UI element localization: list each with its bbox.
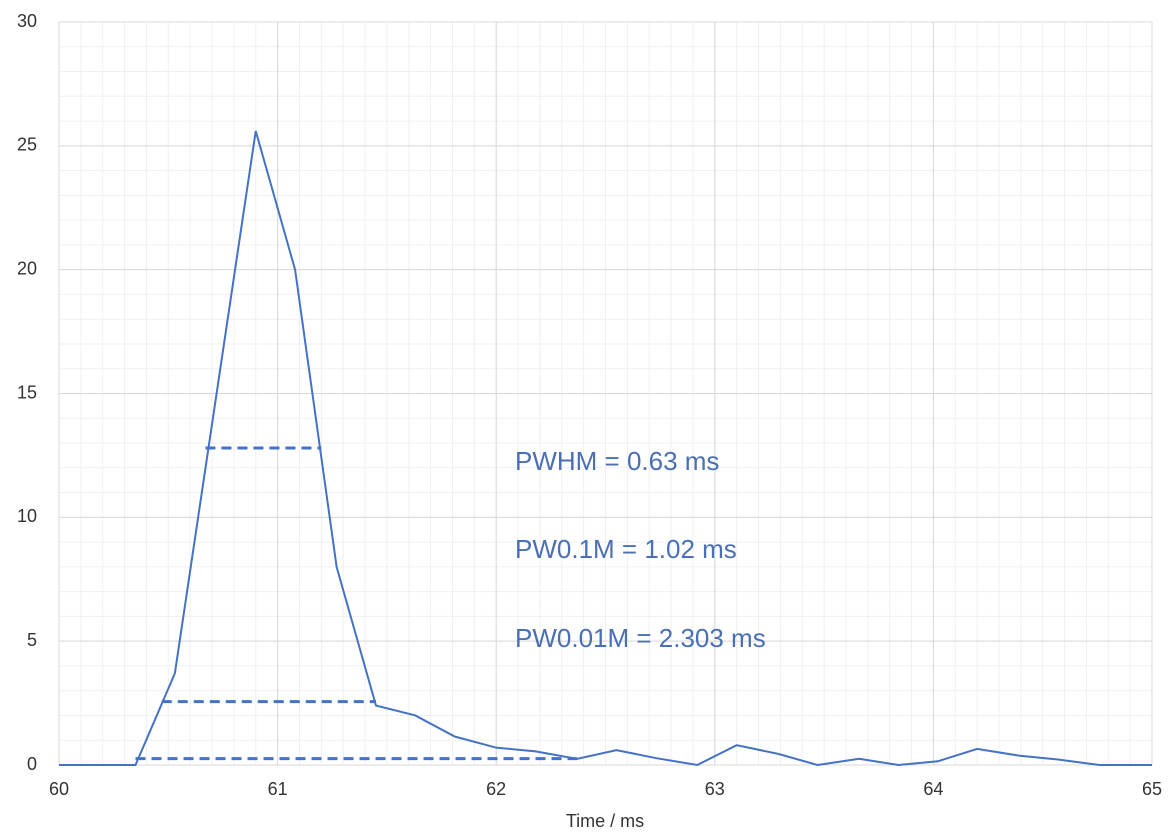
annotation: PWHM = 0.63 ms	[515, 446, 719, 476]
x-tick-label: 61	[268, 779, 288, 799]
y-tick-label: 5	[27, 630, 37, 650]
y-tick-label: 30	[17, 11, 37, 31]
annotation: PW0.01M = 2.303 ms	[515, 623, 766, 653]
y-tick-label: 25	[17, 135, 37, 155]
x-tick-label: 65	[1142, 779, 1162, 799]
annotation: PW0.1M = 1.02 ms	[515, 534, 737, 564]
y-tick-label: 20	[17, 258, 37, 278]
x-tick-label: 60	[49, 779, 69, 799]
x-tick-label: 62	[486, 779, 506, 799]
x-tick-label: 63	[705, 779, 725, 799]
y-tick-label: 15	[17, 382, 37, 402]
x-axis-label: Time / ms	[566, 811, 644, 831]
grid	[58, 21, 1153, 766]
y-tick-label: 10	[17, 506, 37, 526]
x-tick-label: 64	[923, 779, 943, 799]
y-tick-label: 0	[27, 754, 37, 774]
line-series	[59, 130, 1152, 767]
